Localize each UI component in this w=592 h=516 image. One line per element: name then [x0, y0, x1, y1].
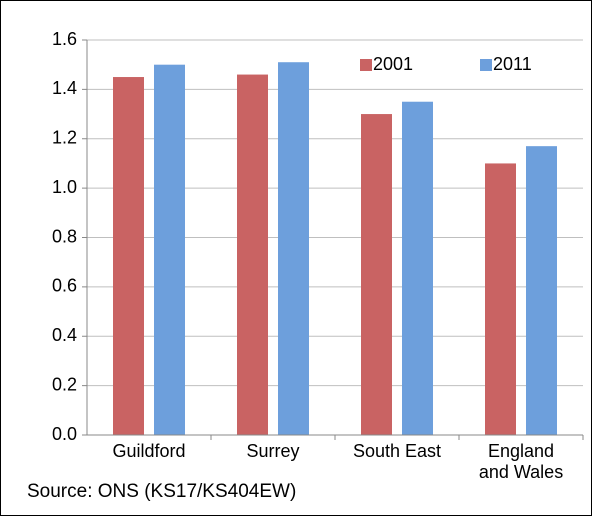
y-tick-label: 0.6: [52, 276, 77, 296]
legend-label: 2011: [493, 54, 532, 74]
x-tick-label: South East: [352, 441, 442, 461]
y-tick-label: 1.4: [52, 78, 77, 98]
x-tick-label: Surrey: [246, 441, 300, 461]
bar: [526, 146, 557, 435]
bar: [485, 163, 516, 435]
legend-swatch: [360, 59, 372, 71]
bar: [113, 77, 144, 435]
y-tick-label: 0.4: [52, 325, 77, 345]
y-tick-label: 0.8: [52, 226, 77, 246]
legend-label: 2001: [373, 54, 413, 74]
bar: [278, 62, 309, 435]
legend-swatch: [480, 59, 492, 71]
x-tick-label: England and Wales: [478, 441, 564, 482]
source-note: Source: ONS (KS17/KS404EW): [27, 481, 297, 502]
y-tick-label: 1.6: [52, 29, 77, 49]
y-tick-label: 1.0: [52, 177, 77, 197]
y-tick-label: 1.2: [52, 128, 77, 148]
bar: [402, 101, 433, 435]
y-tick-label: 0.0: [52, 424, 77, 444]
bar: [237, 74, 268, 435]
bar: [361, 114, 392, 435]
bar: [154, 64, 185, 435]
y-tick-label: 0.2: [52, 374, 77, 394]
x-tick-label: Guildford: [112, 441, 186, 461]
